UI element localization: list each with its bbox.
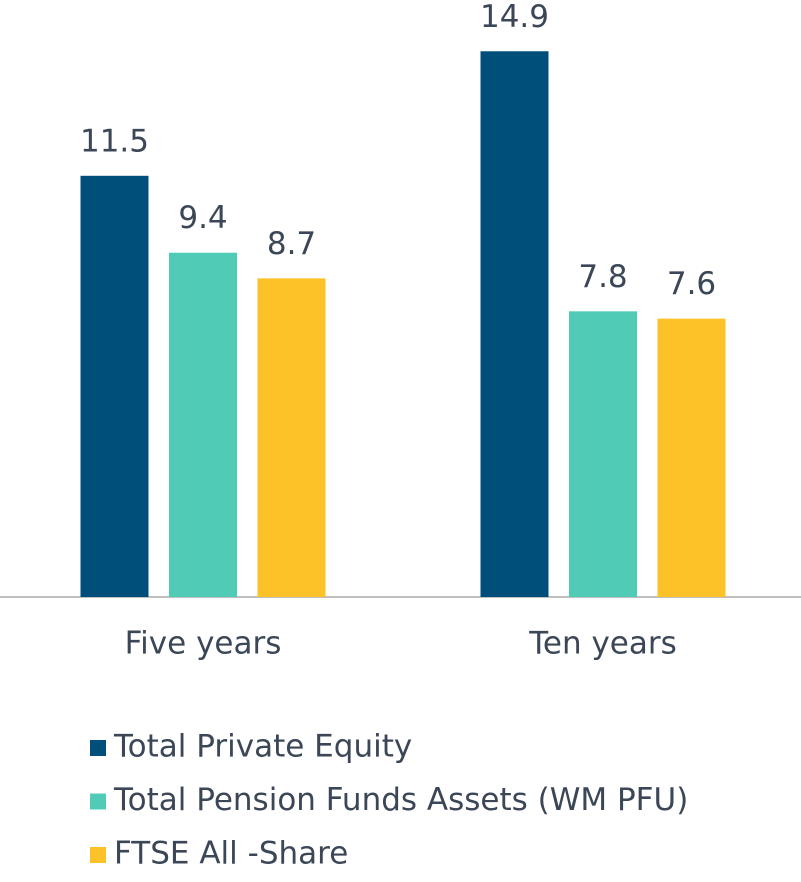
bar bbox=[257, 278, 326, 597]
x-tick-label: Five years bbox=[125, 626, 282, 662]
data-label: 7.6 bbox=[667, 266, 716, 302]
bar bbox=[657, 318, 726, 597]
bar bbox=[569, 311, 637, 597]
bar bbox=[80, 175, 149, 597]
bar bbox=[480, 51, 549, 598]
legend-label: Total Pension Funds Assets (WM PFU) bbox=[113, 782, 688, 818]
legend-swatch bbox=[90, 847, 106, 863]
legend-label: FTSE All -Share bbox=[114, 836, 348, 872]
legend-label: Total Private Equity bbox=[113, 729, 412, 765]
legend-swatch bbox=[90, 740, 106, 756]
data-label: 11.5 bbox=[80, 123, 149, 159]
legend-swatch bbox=[90, 793, 106, 810]
x-tick-label: Ten years bbox=[528, 626, 677, 662]
data-label: 8.7 bbox=[267, 226, 316, 262]
data-label: 7.8 bbox=[578, 259, 627, 295]
data-label: 9.4 bbox=[178, 200, 227, 236]
bar bbox=[169, 252, 237, 598]
data-label: 14.9 bbox=[480, 0, 549, 35]
